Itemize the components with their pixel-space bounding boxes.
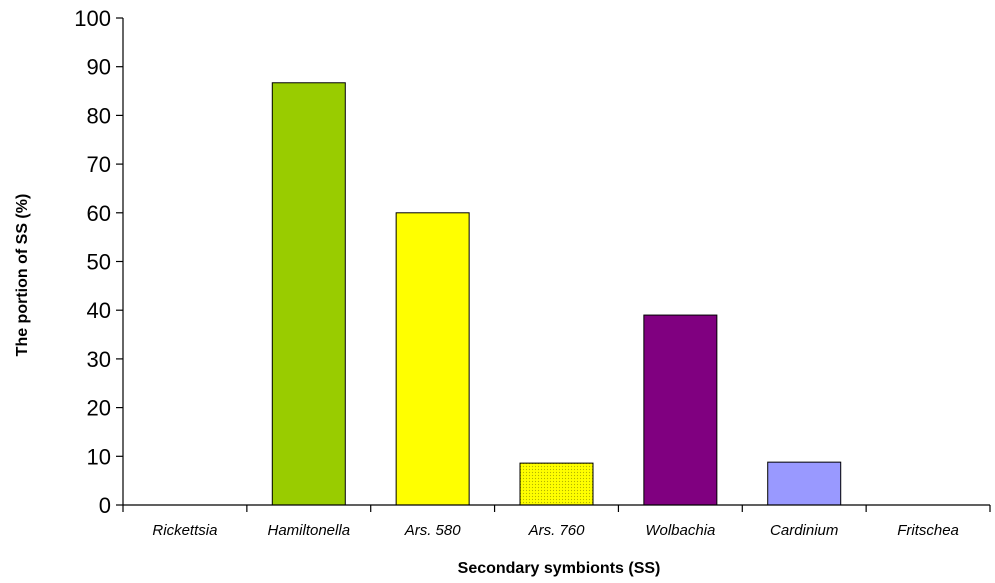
bar-wolbachia <box>643 314 718 506</box>
x-tick-label: Ars. 760 <box>528 522 586 539</box>
x-tick-label: Cardinium <box>770 522 838 539</box>
x-axis-label: Secondary symbionts (SS) <box>458 560 661 577</box>
y-tick-label: 30 <box>87 347 111 372</box>
x-tick-label: Hamiltonella <box>268 522 351 539</box>
bar-ars-580 <box>395 212 470 506</box>
y-axis-ticks: 0 10 20 30 40 50 60 70 80 90 100 <box>74 6 123 518</box>
y-tick-label: 10 <box>87 444 111 469</box>
y-tick-label: 40 <box>87 298 111 323</box>
y-tick-label: 70 <box>87 152 111 177</box>
y-tick-label: 60 <box>87 201 111 226</box>
bar-ars-760 <box>519 462 594 506</box>
y-axis-label: The portion of SS (%) <box>14 194 31 357</box>
x-tick-label: Ars. 580 <box>404 522 462 539</box>
bar-hamiltonella <box>271 82 346 506</box>
bars <box>271 82 842 506</box>
y-tick-label: 90 <box>87 55 111 80</box>
x-tick-label: Wolbachia <box>645 522 715 539</box>
bar-cardinium <box>767 461 842 506</box>
y-tick-label: 20 <box>87 396 111 421</box>
y-tick-label: 50 <box>87 250 111 275</box>
x-axis-ticks: Rickettsia Hamiltonella Ars. 580 Ars. 760 Wo… <box>122 505 991 539</box>
y-tick-label: 0 <box>99 493 111 518</box>
y-tick-label: 100 <box>74 6 111 31</box>
x-tick-label: Fritschea <box>897 522 959 539</box>
x-tick-label: Rickettsia <box>152 522 217 539</box>
y-tick-label: 80 <box>87 103 111 128</box>
